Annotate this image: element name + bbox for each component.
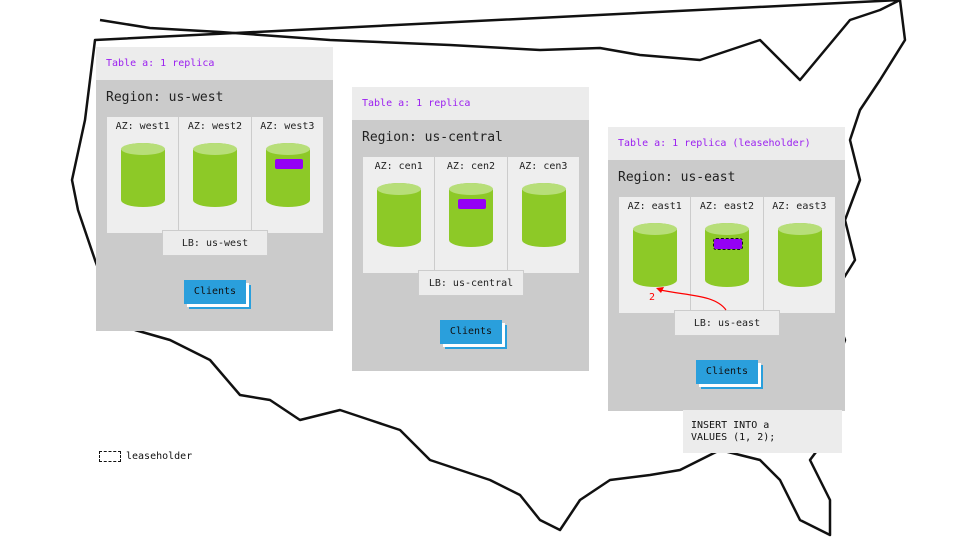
leaseholder-replica bbox=[713, 238, 744, 250]
az-east2: AZ: east2 bbox=[691, 197, 764, 313]
az-east1: AZ: east1 bbox=[619, 197, 692, 313]
az-label: AZ: east3 bbox=[772, 201, 827, 212]
clients: Clients bbox=[440, 320, 502, 344]
region-title: Region: us-east bbox=[618, 170, 736, 185]
az-label: AZ: cen2 bbox=[446, 161, 496, 172]
database-node-icon bbox=[777, 223, 822, 287]
region-panel-us-east: Table a: 1 replica (leaseholder) Region:… bbox=[608, 127, 845, 411]
load-balancer: LB: us-east bbox=[674, 310, 780, 336]
replica bbox=[458, 199, 487, 209]
az-cen3: AZ: cen3 bbox=[508, 157, 579, 273]
table-label: Table a: 1 replica bbox=[352, 87, 589, 120]
database-node-icon bbox=[449, 183, 494, 247]
database-node-icon bbox=[521, 183, 566, 247]
clients: Clients bbox=[696, 360, 758, 384]
az-label: AZ: west1 bbox=[115, 121, 170, 132]
az-label: AZ: west2 bbox=[187, 121, 243, 132]
database-node-icon bbox=[193, 143, 238, 207]
az-cen2: AZ: cen2 bbox=[435, 157, 508, 273]
az-cen1: AZ: cen1 bbox=[363, 157, 436, 273]
az-label: AZ: east2 bbox=[699, 201, 755, 212]
region-title: Region: us-west bbox=[106, 90, 224, 105]
region-panel-us-west: Table a: 1 replica Region: us-west AZ: w… bbox=[96, 47, 333, 331]
legend: leaseholder bbox=[99, 451, 192, 462]
leaseholder-legend-icon bbox=[99, 451, 121, 462]
legend-label: leaseholder bbox=[126, 451, 193, 462]
az-label: AZ: west3 bbox=[260, 121, 315, 132]
table-label: Table a: 1 replica bbox=[96, 47, 333, 80]
clients: Clients bbox=[184, 280, 246, 304]
az-label: AZ: cen3 bbox=[519, 161, 568, 172]
az-label: AZ: cen1 bbox=[374, 161, 423, 172]
table-label: Table a: 1 replica (leaseholder) bbox=[608, 127, 845, 160]
az-west3: AZ: west3 bbox=[252, 117, 323, 233]
database-node-icon bbox=[121, 143, 165, 207]
az-east3: AZ: east3 bbox=[764, 197, 835, 313]
load-balancer: LB: us-west bbox=[162, 230, 268, 256]
replica bbox=[274, 159, 303, 169]
region-panel-us-central: Table a: 1 replica Region: us-central AZ… bbox=[352, 87, 589, 371]
database-node-icon bbox=[265, 143, 310, 207]
az-label: AZ: east1 bbox=[627, 201, 682, 212]
load-balancer: LB: us-central bbox=[418, 270, 524, 296]
database-node-icon bbox=[633, 223, 677, 287]
database-node-icon bbox=[705, 223, 750, 287]
database-node-icon bbox=[377, 183, 421, 247]
region-title: Region: us-central bbox=[362, 130, 503, 145]
az-west2: AZ: west2 bbox=[179, 117, 252, 233]
sql-statement: INSERT INTO a VALUES (1, 2); bbox=[683, 410, 842, 453]
az-west1: AZ: west1 bbox=[107, 117, 180, 233]
